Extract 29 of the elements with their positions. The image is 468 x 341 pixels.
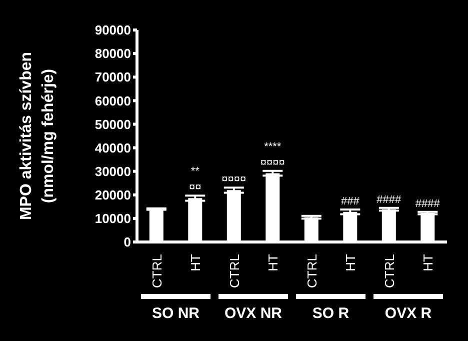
- data-label: ** ¤¤: [189, 166, 202, 194]
- x-tick-label: HT: [266, 254, 281, 272]
- text: OVX NR: [224, 305, 282, 322]
- x-tick-label: CTRL: [226, 254, 242, 288]
- y-tick-label: 30000: [94, 164, 131, 179]
- data-label: **** ¤¤¤¤: [260, 140, 285, 169]
- y-tick-label: 0: [124, 234, 131, 250]
- y-tick-label: 50000: [94, 116, 131, 132]
- y-axis-title: MPO aktivitás szívben (nmol/mg fehérje): [18, 52, 57, 220]
- x-tick-label: CTRL: [382, 254, 397, 288]
- y-tick-label: 60000: [94, 93, 131, 108]
- data-label: ###: [340, 195, 360, 208]
- text: SO NR: [152, 305, 200, 322]
- x-tick-label: HT: [188, 254, 204, 272]
- y-tick-label: 90000: [94, 22, 131, 38]
- text: OVX R: [384, 305, 432, 322]
- y-tick-label: 10000: [94, 211, 131, 226]
- y-tick-label: 20000: [94, 188, 131, 203]
- data-label: ¤¤¤¤: [222, 174, 246, 186]
- y-tick-label: 40000: [94, 140, 131, 156]
- y-tick-label: 70000: [94, 70, 131, 85]
- x-tick-label: HT: [343, 254, 358, 272]
- x-tick-label: HT: [420, 254, 436, 272]
- text: SO R: [312, 305, 350, 322]
- data-label: ####: [376, 194, 402, 206]
- data-label: ####: [415, 198, 441, 210]
- x-tick-label: CTRL: [304, 254, 320, 288]
- y-tick-label: 80000: [94, 46, 131, 62]
- x-tick-label: CTRL: [149, 254, 164, 288]
